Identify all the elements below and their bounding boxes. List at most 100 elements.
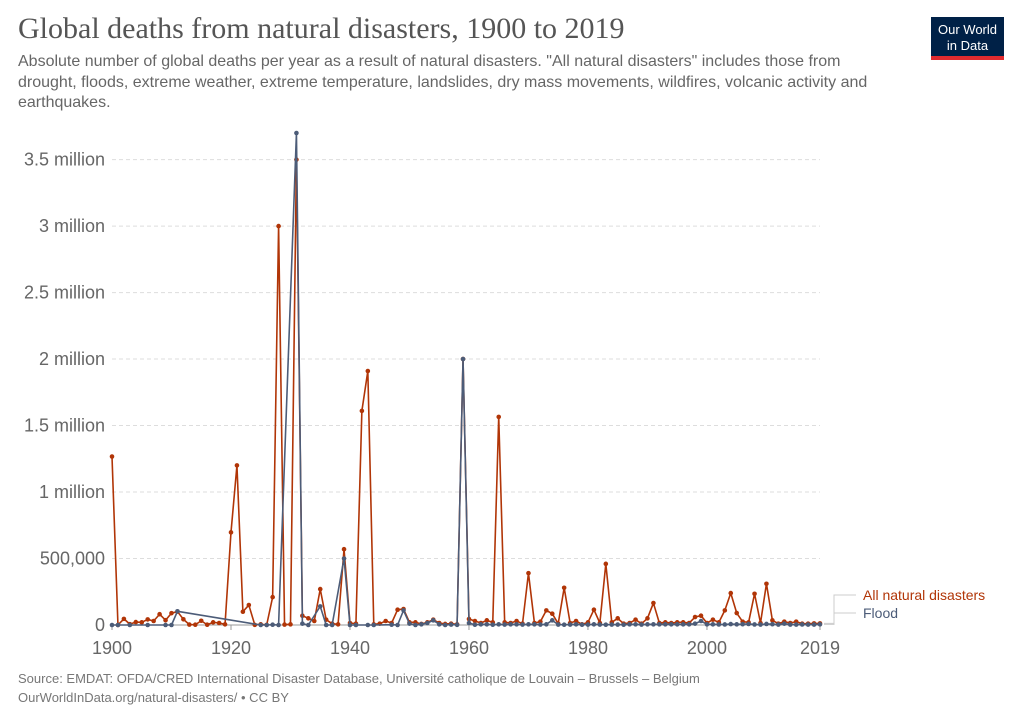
data-point — [567, 622, 573, 627]
data-point — [395, 607, 400, 613]
data-point — [799, 622, 805, 627]
data-point — [371, 622, 377, 628]
data-point — [579, 622, 585, 628]
data-point — [282, 622, 287, 627]
data-point — [329, 622, 335, 628]
data-point — [585, 622, 591, 627]
data-point — [157, 611, 162, 617]
data-point — [793, 622, 799, 627]
data-point — [234, 463, 240, 468]
data-point — [764, 581, 769, 587]
data-point — [651, 600, 656, 606]
data-point — [192, 622, 198, 628]
x-axis-ticks: 1900 1920 1940 1960 1980 2000 2019 — [92, 624, 840, 658]
data-point — [222, 622, 228, 627]
data-point — [323, 622, 329, 628]
data-point — [395, 622, 400, 628]
data-point — [454, 622, 460, 628]
data-point — [335, 622, 341, 627]
data-point — [615, 622, 621, 627]
data-point — [603, 622, 609, 628]
source-url[interactable]: OurWorldInData.org/natural-disasters/ • … — [18, 690, 289, 705]
data-point — [472, 622, 478, 628]
data-point — [353, 622, 359, 628]
data-point — [698, 613, 704, 618]
x-tick-label: 2019 — [800, 638, 840, 658]
data-point — [633, 622, 638, 627]
data-point — [270, 622, 275, 628]
data-point — [496, 414, 502, 420]
data-point — [484, 622, 490, 627]
data-point — [365, 368, 371, 374]
data-point — [746, 621, 751, 627]
legend: All natural disasters Flood — [824, 587, 985, 625]
data-point — [216, 620, 222, 626]
data-point — [561, 622, 567, 628]
series-line — [112, 132, 821, 626]
data-point — [734, 610, 740, 616]
data-point — [692, 621, 698, 626]
data-point — [597, 622, 603, 627]
data-point — [740, 621, 745, 627]
y-tick-label: 1 million — [39, 482, 105, 502]
data-point — [151, 618, 156, 624]
data-point — [306, 622, 311, 628]
logo-line-2: in Data — [946, 38, 989, 53]
y-tick-label: 3 million — [39, 216, 105, 236]
data-point — [770, 621, 775, 627]
data-point — [710, 622, 716, 627]
owid-logo[interactable]: Our World in Data — [931, 17, 1004, 60]
data-point — [639, 622, 644, 627]
data-point — [264, 622, 269, 628]
data-point — [478, 622, 484, 627]
data-point — [109, 454, 115, 459]
data-point — [728, 590, 734, 596]
data-point — [276, 223, 281, 229]
data-point — [549, 611, 555, 616]
data-point — [609, 622, 615, 627]
series-layer — [109, 130, 823, 628]
data-point — [722, 622, 728, 627]
data-point — [663, 622, 668, 627]
data-point — [121, 616, 127, 622]
data-point — [615, 616, 621, 621]
data-point — [317, 586, 323, 592]
data-point — [460, 356, 466, 362]
data-point — [686, 622, 692, 627]
x-tick-label: 1940 — [330, 638, 370, 658]
x-tick-label: 1900 — [92, 638, 132, 658]
data-point — [532, 622, 537, 627]
data-point — [645, 616, 650, 621]
data-point — [734, 622, 740, 627]
logo-accent-bar — [931, 56, 1004, 60]
data-point — [294, 130, 299, 136]
data-point — [425, 620, 430, 626]
chart-title: Global deaths from natural disasters, 19… — [18, 12, 625, 45]
footer: Source: EMDAT: OFDA/CRED International D… — [18, 669, 700, 707]
data-point — [306, 616, 311, 621]
data-point — [651, 622, 656, 627]
x-tick-label: 1920 — [211, 638, 251, 658]
data-point — [115, 622, 121, 628]
data-point — [413, 622, 418, 628]
data-point — [175, 609, 180, 614]
data-point — [288, 622, 293, 627]
data-point — [787, 622, 793, 627]
data-point — [758, 622, 763, 627]
source-note: Source: EMDAT: OFDA/CRED International D… — [18, 671, 700, 686]
data-point — [198, 618, 204, 624]
data-point — [805, 622, 811, 627]
data-point — [317, 604, 323, 609]
data-point — [359, 408, 365, 414]
data-point — [538, 622, 543, 627]
data-point — [419, 622, 424, 627]
data-point — [782, 621, 787, 626]
data-point — [555, 622, 561, 627]
y-tick-label: 500,000 — [40, 549, 105, 569]
data-point — [145, 617, 150, 622]
data-point — [133, 619, 139, 625]
data-point — [466, 620, 472, 626]
legend-label: Flood — [863, 605, 898, 621]
data-point — [181, 616, 186, 622]
